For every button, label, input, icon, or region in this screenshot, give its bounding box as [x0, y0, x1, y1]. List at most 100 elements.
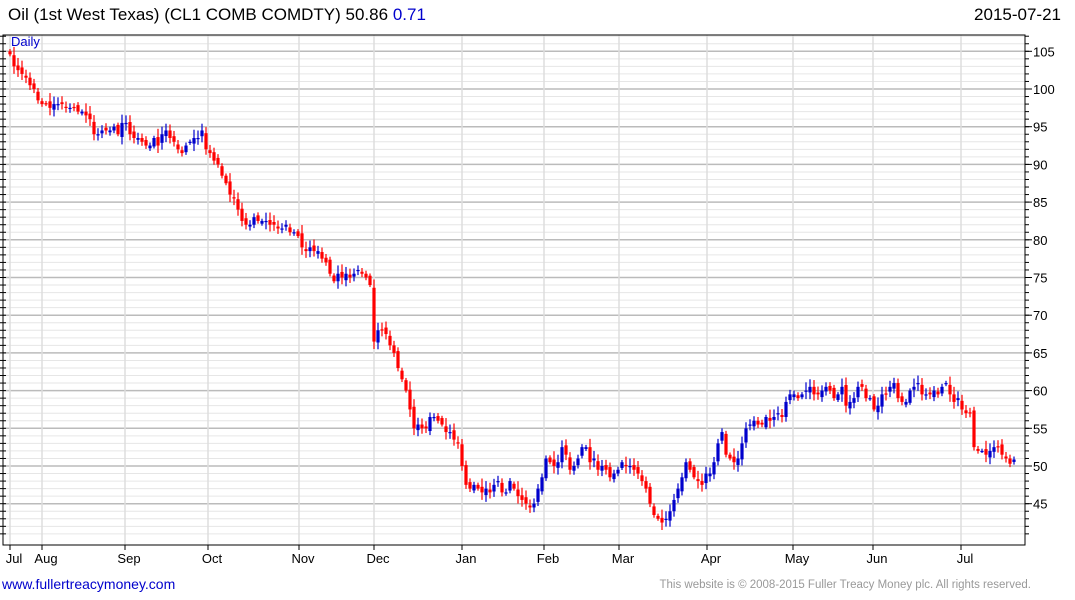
candle — [276, 220, 280, 234]
candle — [548, 455, 552, 465]
candle-body — [416, 424, 420, 431]
candle — [120, 114, 124, 145]
candle-body — [1004, 456, 1008, 459]
candle-body — [716, 443, 720, 462]
candle — [576, 454, 580, 469]
candle — [428, 412, 432, 436]
candle-body — [828, 385, 832, 391]
candle — [236, 192, 240, 216]
candle-body — [184, 145, 188, 153]
candle-body — [932, 390, 936, 398]
candle — [64, 101, 68, 113]
candle — [28, 72, 32, 90]
candle-body — [920, 384, 924, 395]
candle-body — [276, 226, 280, 229]
candle — [788, 389, 792, 405]
candle — [568, 452, 572, 475]
candle — [616, 466, 620, 477]
candle-body — [284, 224, 288, 227]
candle — [712, 456, 716, 480]
x-tick-label: Oct — [202, 551, 223, 566]
candle — [668, 504, 672, 527]
candle-body — [300, 233, 304, 248]
candle — [832, 384, 836, 401]
candle — [216, 154, 220, 168]
candle-body — [240, 208, 244, 221]
candle — [480, 478, 484, 500]
candle — [460, 439, 464, 471]
candle — [860, 379, 864, 391]
candle-body — [724, 433, 728, 455]
candle-body — [172, 136, 176, 142]
candle-body — [504, 492, 508, 494]
candle — [356, 265, 360, 276]
candle-body — [760, 422, 764, 425]
x-axis: Jul Aug Sep Oct Nov Dec Jan Feb Mar Apr May Jun Jul — [6, 545, 973, 566]
candle — [192, 129, 196, 152]
candle — [36, 87, 40, 104]
candle-body — [808, 386, 812, 393]
candle — [896, 378, 900, 403]
x-tick-label: Nov — [291, 551, 315, 566]
candle-body — [964, 410, 968, 414]
candle — [760, 419, 764, 428]
candle-body — [144, 139, 148, 146]
x-tick-label: Dec — [366, 551, 390, 566]
candle — [852, 392, 856, 409]
candle-body — [580, 447, 584, 456]
candle — [260, 218, 264, 226]
candle-body — [876, 405, 880, 413]
candle-body — [948, 384, 952, 395]
candle-body — [164, 130, 168, 137]
candle-body — [816, 392, 820, 395]
candle — [464, 460, 468, 489]
candle-body — [552, 459, 556, 466]
candle-body — [676, 488, 680, 499]
candle — [124, 115, 128, 131]
candle — [644, 476, 648, 493]
candle-body — [476, 484, 480, 489]
candle — [104, 123, 108, 135]
candle-body — [12, 55, 16, 67]
candle — [920, 378, 924, 401]
candle-body — [440, 418, 444, 425]
candle-body — [308, 247, 312, 252]
candle — [376, 322, 380, 350]
y-tick-label: 105 — [1033, 44, 1055, 59]
candle — [812, 380, 816, 401]
candle — [908, 388, 912, 405]
candle-body — [928, 392, 932, 395]
candle — [932, 386, 936, 402]
candle — [368, 273, 372, 288]
candle-body — [296, 231, 300, 237]
candle-body — [636, 467, 640, 474]
candle — [940, 383, 944, 397]
candle-body — [348, 274, 352, 278]
candle-body — [356, 269, 360, 272]
candle-body — [532, 503, 536, 508]
candle — [304, 241, 308, 258]
candle-body — [560, 447, 564, 463]
candle — [560, 440, 564, 469]
candle — [980, 448, 984, 453]
candle — [824, 382, 828, 396]
candle-body — [792, 394, 796, 398]
candle-body — [372, 287, 376, 342]
x-tick-label: Jan — [456, 551, 477, 566]
candle-body — [768, 417, 772, 421]
candle — [532, 498, 536, 513]
candle — [684, 458, 688, 482]
candle-body — [264, 220, 268, 223]
candle-body — [480, 486, 484, 493]
candle — [92, 115, 96, 141]
candle — [284, 220, 288, 231]
candle — [180, 146, 184, 157]
candle — [884, 386, 888, 401]
candle — [844, 377, 848, 413]
candle-body — [524, 497, 528, 504]
candle — [208, 144, 212, 158]
candle — [536, 484, 540, 506]
website-link[interactable]: www.fullertreacymoney.com — [2, 576, 176, 592]
candle — [212, 147, 216, 165]
candle — [240, 202, 244, 227]
